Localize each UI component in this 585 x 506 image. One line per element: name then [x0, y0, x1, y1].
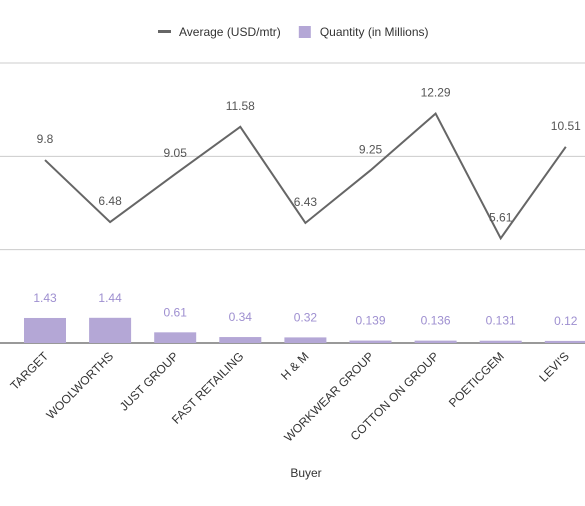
legend-label: Quantity (in Millions): [320, 25, 429, 39]
bar-value-label: 0.131: [486, 314, 516, 328]
bar: [219, 337, 262, 343]
legend-swatch: [298, 26, 311, 38]
line-value-label: 10.51: [551, 119, 581, 133]
bar-value-label: 0.139: [355, 314, 385, 328]
x-tick-label: H & M: [278, 349, 311, 382]
x-tick-label: WOOLWORTHS: [43, 349, 116, 422]
x-axis-title: Buyer: [290, 466, 321, 480]
bar-value-label: 0.32: [294, 310, 318, 324]
line: [44, 111, 567, 241]
x-tick-label: JUST GROUP: [117, 349, 181, 413]
bar-value-label: 0.12: [554, 314, 578, 328]
bar-value-label: 0.61: [164, 305, 188, 319]
line-value-label: 11.58: [226, 99, 255, 113]
bar: [89, 317, 132, 343]
x-tick-label: TARGET: [7, 349, 51, 393]
bar: [479, 340, 522, 343]
bar-value-label: 1.44: [98, 291, 122, 305]
bar: [349, 340, 392, 343]
line-value-label: 9.25: [359, 142, 383, 156]
bar: [284, 337, 327, 343]
line-value-label: 12.29: [421, 86, 451, 100]
bar: [414, 340, 457, 343]
bar-value-label: 1.43: [33, 291, 57, 305]
line-value-label: 9.8: [37, 132, 54, 146]
line-value-label: 9.05: [164, 146, 188, 160]
line-value-label: 6.43: [294, 195, 318, 209]
bar-value-label: 0.34: [229, 310, 253, 324]
line-value-label: 6.48: [98, 194, 122, 208]
bar: [154, 332, 197, 343]
legend-swatch: [158, 30, 171, 33]
line-value-label: 5.61: [489, 210, 513, 224]
x-tick-label: FAST RETAILING: [169, 349, 246, 426]
bar: [24, 317, 66, 343]
bar: [544, 340, 585, 343]
legend-label: Average (USD/mtr): [179, 25, 281, 39]
x-tick-label: LEVI'S: [536, 349, 572, 385]
bar-value-label: 0.136: [421, 314, 451, 328]
x-tick-label: POETICGEM: [446, 349, 507, 410]
